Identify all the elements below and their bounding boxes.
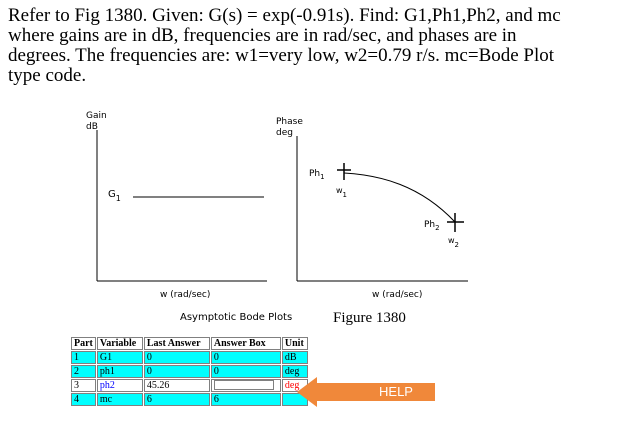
cell-answer: 6 <box>210 393 281 406</box>
cell-last-answer: 0 <box>143 351 210 364</box>
phase-curve <box>343 172 456 223</box>
gain-axis-label: Gain <box>86 111 107 121</box>
header-part: Part <box>71 337 96 350</box>
cell-unit: dB <box>281 351 308 364</box>
cell-part: 3 <box>71 379 96 392</box>
cell-last-answer: 45.26 <box>143 379 210 392</box>
cell-variable: ph2 <box>96 379 143 392</box>
help-arrow-icon[interactable] <box>297 376 437 408</box>
problem-statement: Refer to Fig 1380. Given: G(s) = exp(-0.… <box>8 6 618 86</box>
table-row: 2 ph1 0 0 deg <box>71 365 308 378</box>
caption-bode: Asymptotic Bode Plots <box>180 312 292 323</box>
x-axis-label-phase: w (rad/sec) <box>372 290 422 300</box>
cell-answer: 0 <box>210 365 281 378</box>
ph1-marker <box>337 163 351 180</box>
table-row: 1 G1 0 0 dB <box>71 351 308 364</box>
cell-answer: 0 <box>210 351 281 364</box>
x-axis-label-gain: w (rad/sec) <box>160 290 210 300</box>
help-button[interactable]: HELP <box>379 384 413 399</box>
table-header-row: Part Variable Last Answer Answer Box Uni… <box>71 337 308 350</box>
answer-input-ph2[interactable] <box>213 380 274 390</box>
ph2-marker <box>447 213 464 232</box>
header-variable: Variable <box>96 337 143 350</box>
problem-line: Refer to Fig 1380. Given: G(s) = exp(-0.… <box>8 5 561 26</box>
w2-label: w2 <box>448 236 459 249</box>
cell-part: 4 <box>71 393 96 406</box>
cell-variable: ph1 <box>96 365 143 378</box>
phase-axis-label: Phase <box>276 117 303 127</box>
cell-last-answer: 6 <box>143 393 210 406</box>
phase-axis-unit: deg <box>276 128 293 138</box>
ph2-label: Ph2 <box>424 220 440 232</box>
answer-table: Part Variable Last Answer Answer Box Uni… <box>70 336 309 407</box>
cell-part: 2 <box>71 365 96 378</box>
g1-label: G1 <box>108 189 121 203</box>
w1-label: w1 <box>336 186 347 199</box>
header-unit: Unit <box>281 337 308 350</box>
cell-unit: deg <box>281 365 308 378</box>
table-row-active: 3 ph2 45.26 deg <box>71 379 308 392</box>
cell-answer <box>210 379 281 392</box>
figure-caption: Figure 1380 <box>333 310 406 326</box>
cell-variable: G1 <box>96 351 143 364</box>
cell-last-answer: 0 <box>143 365 210 378</box>
ph1-label: Ph1 <box>309 169 325 181</box>
cell-variable: mc <box>96 393 143 406</box>
problem-line: type code. <box>8 65 87 86</box>
header-answer-box: Answer Box <box>210 337 281 350</box>
cell-part: 1 <box>71 351 96 364</box>
table-row: 4 mc 6 6 <box>71 393 308 406</box>
problem-line: where gains are in dB, frequencies are i… <box>8 25 517 46</box>
problem-line: degrees. The frequencies are: w1=very lo… <box>8 45 555 66</box>
header-last-answer: Last Answer <box>143 337 210 350</box>
gain-axis-unit: dB <box>86 122 98 132</box>
